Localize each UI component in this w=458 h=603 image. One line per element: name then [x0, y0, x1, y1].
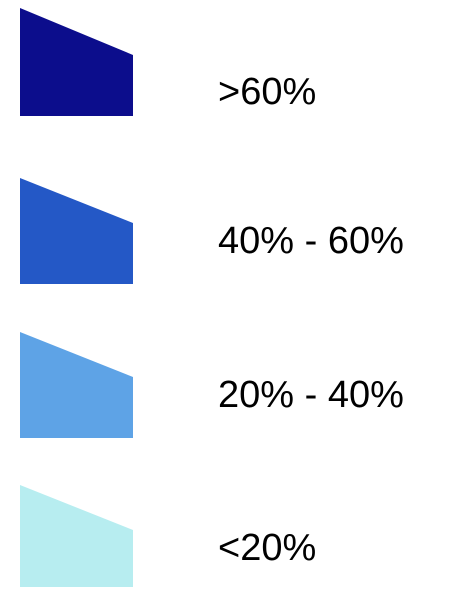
legend-item-40-60: 40% - 60%: [0, 176, 458, 296]
swatch-shape: [20, 332, 133, 438]
legend-swatch: [20, 332, 133, 438]
legend-label: <20%: [218, 527, 317, 569]
legend-swatch: [20, 485, 133, 587]
swatch-shape: [20, 178, 133, 284]
legend-swatch: [20, 8, 133, 116]
swatch-shape: [20, 485, 133, 587]
legend-label: >60%: [218, 71, 317, 113]
legend-item-under-20: <20%: [0, 483, 458, 603]
legend-item-20-40: 20% - 40%: [0, 330, 458, 450]
legend-item-over-60: >60%: [0, 8, 458, 128]
legend-label: 20% - 40%: [218, 374, 404, 416]
legend-label: 40% - 60%: [218, 220, 404, 262]
swatch-shape: [20, 8, 133, 116]
legend-swatch: [20, 178, 133, 284]
